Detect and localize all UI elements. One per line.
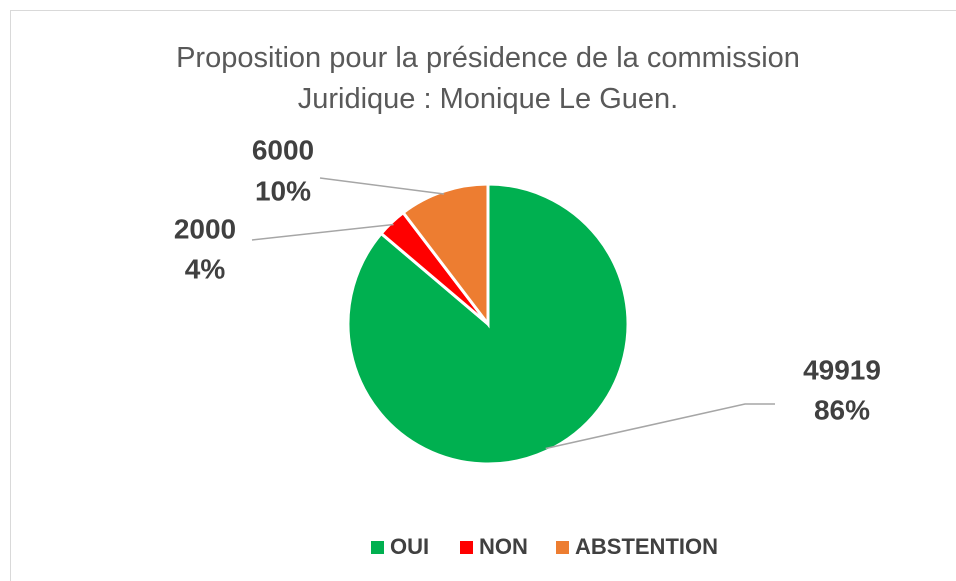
- percent-label: 86%: [814, 394, 870, 425]
- legend-swatch: [556, 541, 569, 554]
- data-label: 2000: [174, 213, 236, 244]
- legend-label: ABSTENTION: [575, 534, 718, 559]
- data-label: 49919: [803, 354, 881, 385]
- pie-slice: [346, 182, 630, 466]
- legend-label: OUI: [390, 534, 429, 559]
- leader-line: [319, 177, 445, 195]
- pie-slice: [401, 182, 490, 329]
- legend-label: NON: [479, 534, 528, 559]
- percent-label: 10%: [255, 175, 311, 206]
- leader-line: [545, 403, 775, 450]
- legend-swatch: [371, 541, 384, 554]
- percent-label: 4%: [185, 253, 226, 284]
- leader-line: [251, 223, 394, 241]
- chart-border: [10, 10, 956, 581]
- legend-swatch: [460, 541, 473, 554]
- chart-title: Proposition pour la présidence de la com…: [176, 42, 800, 115]
- data-label: 6000: [252, 134, 314, 165]
